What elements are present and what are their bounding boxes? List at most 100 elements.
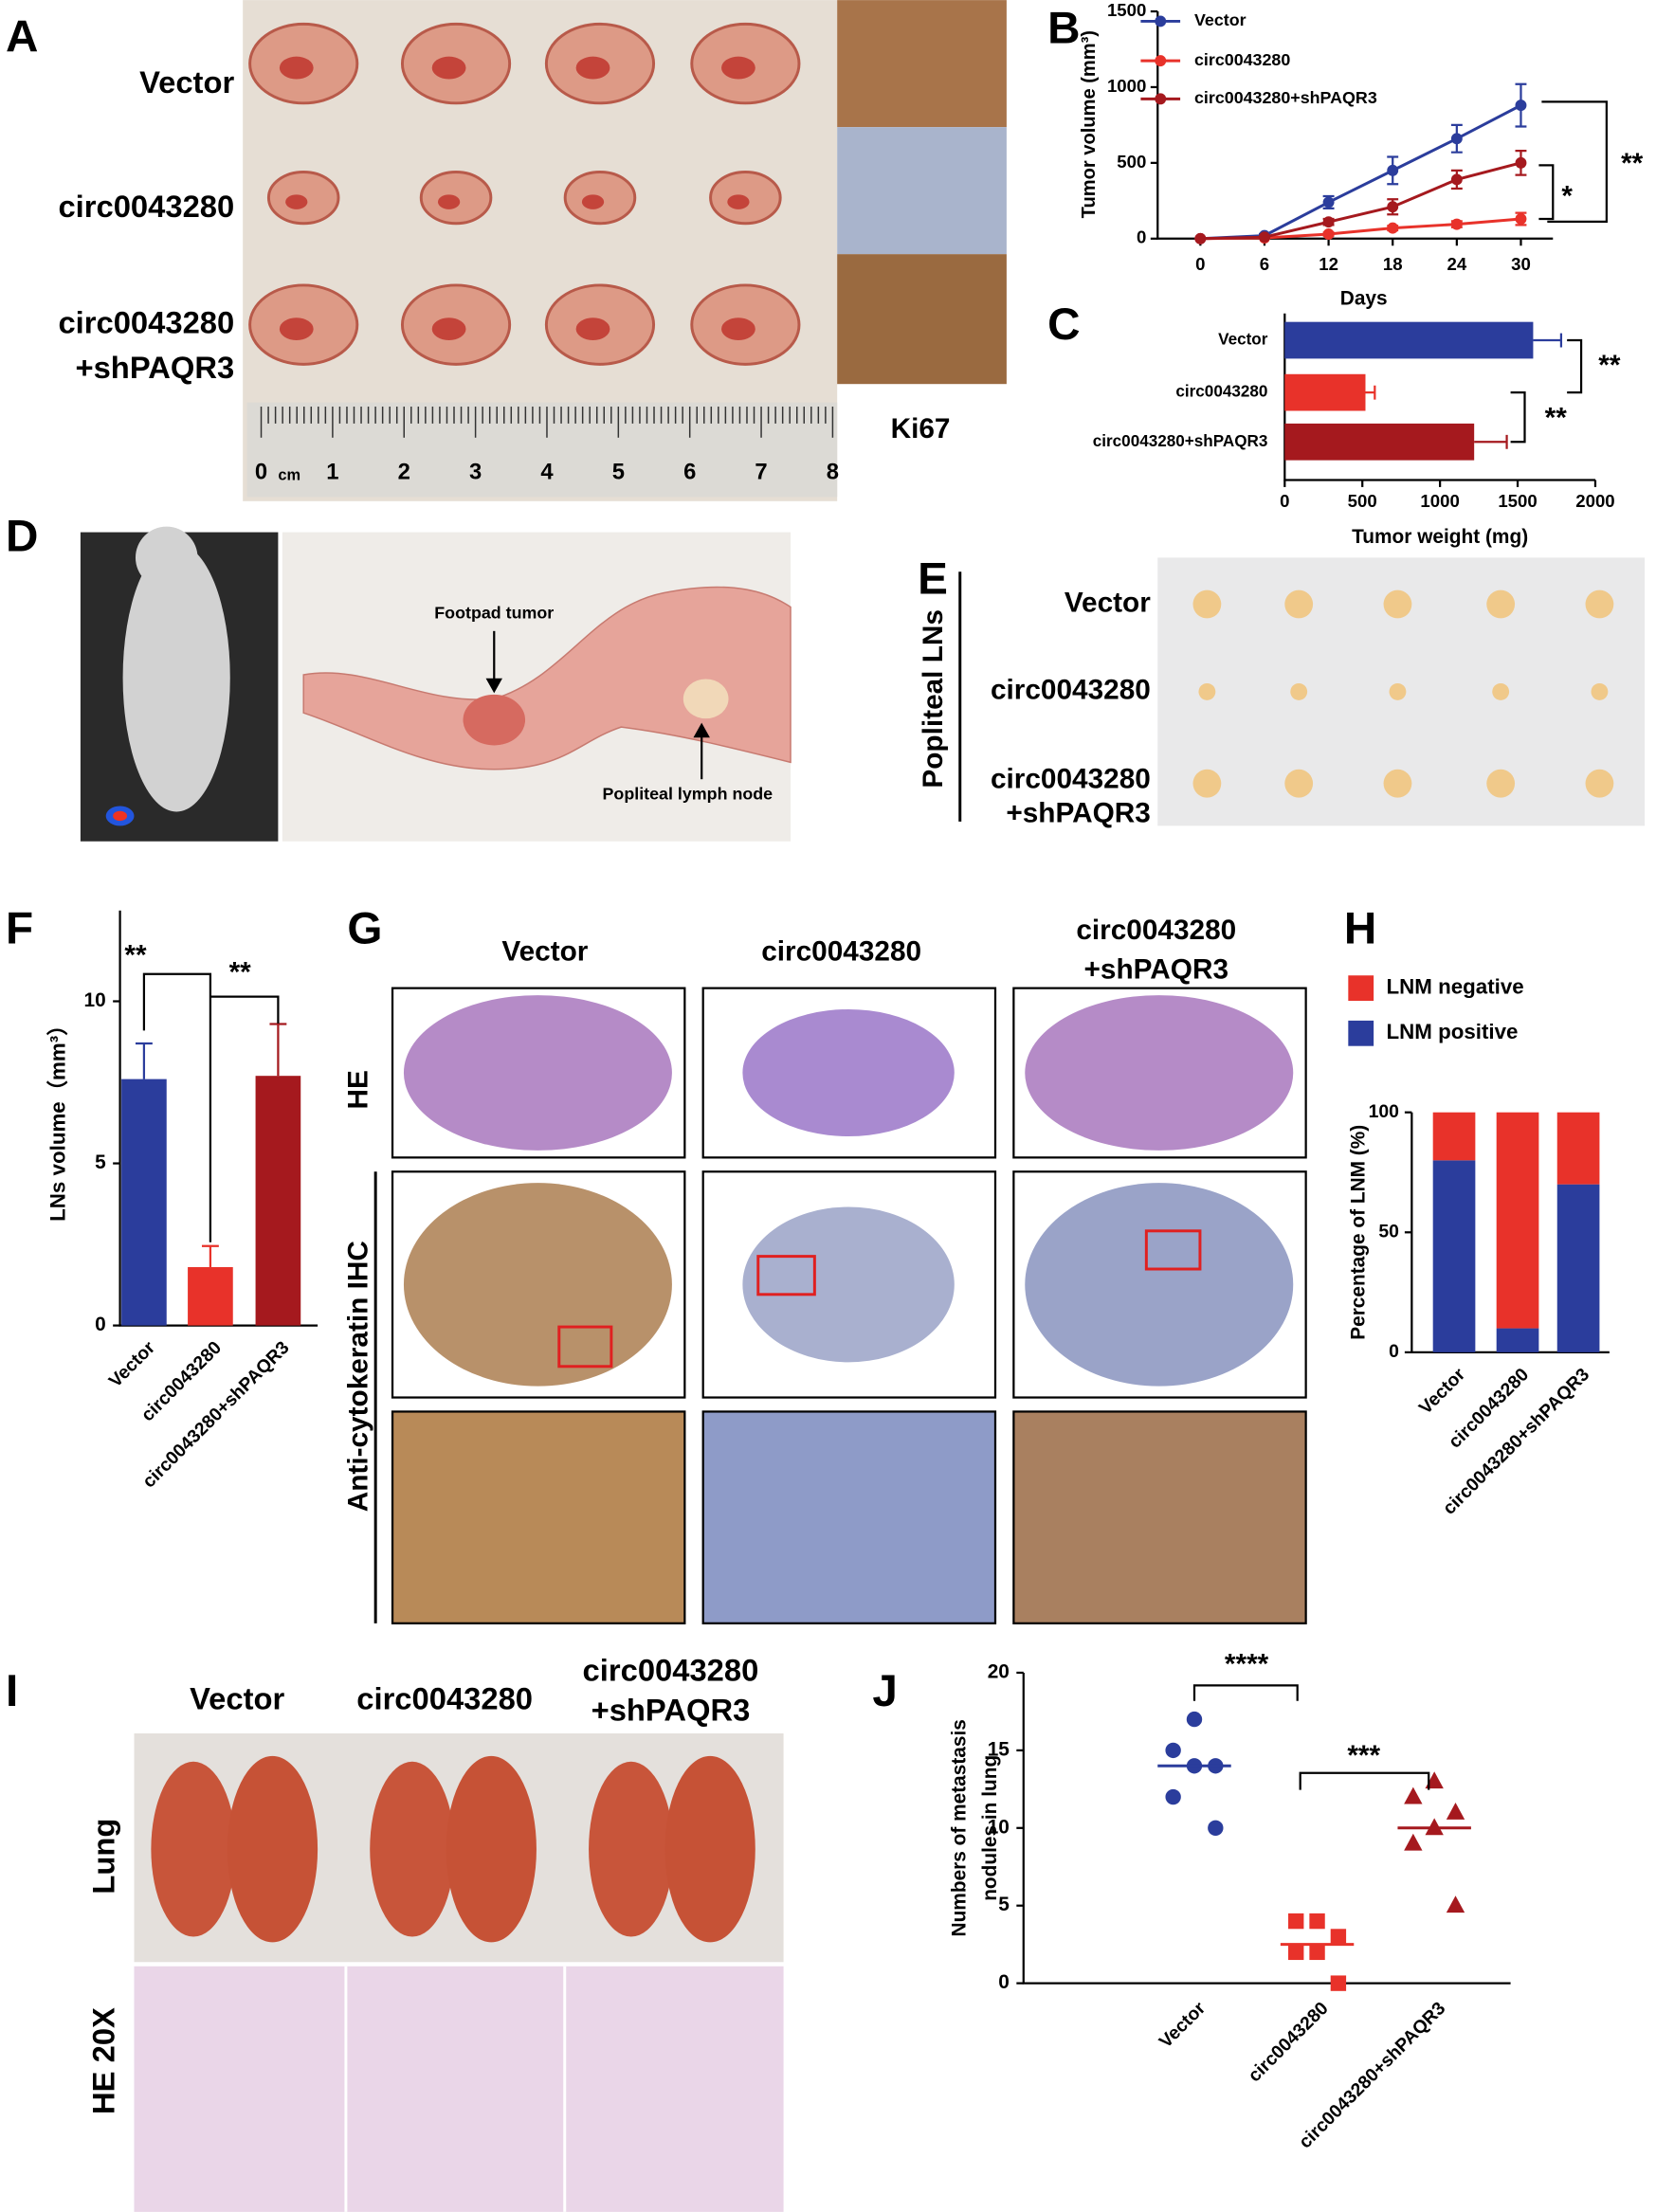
- y-tick-label: 15: [988, 1738, 1010, 1760]
- tumor-spot: [575, 317, 610, 341]
- y-axis-label: Percentage of LNM (%): [1348, 1125, 1370, 1340]
- significance: ***: [1347, 1740, 1380, 1771]
- row-label: circ0043280: [991, 764, 1151, 795]
- zoom-tile: [701, 1410, 997, 1624]
- panel-letter: H: [1344, 904, 1376, 954]
- x-tick-label: 18: [1383, 254, 1403, 274]
- y-axis-label: Tumor volume (mm³): [1079, 30, 1100, 218]
- bar-segment: [1496, 1112, 1539, 1329]
- significance: **: [1545, 402, 1568, 433]
- point: [1515, 213, 1527, 225]
- sig-bracket: [209, 995, 280, 1024]
- point: [1387, 201, 1399, 213]
- x-axis-label: Tumor weight (mg): [1352, 526, 1528, 548]
- lymph-node: [1486, 589, 1516, 619]
- bar-segment: [1432, 1160, 1476, 1352]
- legend-marker: [1155, 93, 1167, 105]
- category-label: circ0043280: [1244, 1998, 1332, 2086]
- bar: [1284, 423, 1475, 461]
- bar-segment: [1432, 1112, 1476, 1161]
- lymph-node: [1383, 589, 1412, 619]
- arrow-head: [485, 678, 502, 694]
- point: [1387, 164, 1399, 176]
- point: [1515, 100, 1527, 112]
- ihc-tissue: [403, 1183, 672, 1387]
- row-label: Vector: [1065, 587, 1151, 618]
- error-bar: [1533, 333, 1563, 348]
- point: [1446, 1895, 1465, 1913]
- y-tick-label: 0: [1137, 227, 1146, 247]
- ruler-label: 2: [398, 459, 410, 484]
- panel-letter: G: [347, 904, 382, 954]
- lymph-node: [1284, 589, 1314, 619]
- ki67-tile: [837, 0, 1007, 128]
- zoom-tile: [391, 1410, 686, 1624]
- point: [1165, 1788, 1181, 1805]
- row-label: +shPAQR3: [1006, 797, 1150, 828]
- lung: [446, 1755, 537, 1943]
- point: [1322, 196, 1335, 209]
- error-bar: [201, 1244, 219, 1268]
- lymph-node: [1492, 682, 1510, 700]
- lymph-node: [1389, 682, 1407, 700]
- lung: [664, 1755, 755, 1943]
- ki67-tile: [837, 127, 1007, 255]
- lymph-node: [1383, 769, 1412, 798]
- panel-letter: C: [1047, 299, 1080, 350]
- lung: [370, 1761, 455, 1937]
- bar: [121, 1079, 167, 1326]
- panel-title: Popliteal LNs: [918, 609, 949, 789]
- he-tissue: [1025, 995, 1294, 1151]
- tumor-spot: [285, 194, 308, 209]
- x-tick-label: 0: [1195, 254, 1205, 274]
- bar: [188, 1267, 233, 1326]
- legend-marker: [1155, 55, 1167, 67]
- y-tick-label: 5: [95, 1151, 106, 1173]
- point: [1165, 1742, 1181, 1759]
- significance: **: [229, 957, 252, 988]
- lymph-node: [1585, 589, 1614, 619]
- y-tick-label: 1000: [1107, 76, 1146, 96]
- tumor-spot: [279, 317, 314, 341]
- legend-label: Vector: [1194, 10, 1247, 29]
- y-tick-label: 500: [1117, 152, 1146, 172]
- column-label: Vector: [501, 935, 588, 967]
- point: [1450, 173, 1463, 186]
- line: [1200, 161, 1521, 241]
- y-tick-label: 20: [988, 1660, 1010, 1682]
- signal-core: [113, 810, 128, 822]
- point: [1309, 1944, 1325, 1961]
- point: [1309, 1913, 1325, 1930]
- x-tick-label: 30: [1511, 254, 1531, 274]
- panel-letter: J: [872, 1666, 898, 1716]
- ruler-label: 4: [540, 459, 554, 484]
- tumor-spot: [581, 194, 605, 209]
- point: [1387, 222, 1399, 234]
- sig-bracket: [142, 972, 212, 1242]
- legend-swatch: [1348, 975, 1374, 1002]
- row-label: Vector: [139, 64, 234, 100]
- point: [1259, 231, 1270, 244]
- ruler-label: 6: [683, 459, 696, 484]
- lymph-node: [1585, 769, 1614, 798]
- legend-label: circ0043280+shPAQR3: [1194, 88, 1377, 107]
- lung: [589, 1761, 674, 1937]
- ruler-label: 8: [827, 459, 839, 484]
- y-axis-label: nodules in lung: [979, 1755, 1001, 1901]
- column-label: circ0043280: [1076, 915, 1236, 946]
- arrow-head: [693, 722, 710, 738]
- x-tick-label: 1000: [1420, 491, 1459, 511]
- x-tick-label: 12: [1319, 254, 1338, 274]
- y-tick-label: 0: [998, 1971, 1010, 1993]
- bar: [1284, 373, 1366, 411]
- tumor-spot: [437, 194, 461, 209]
- column-label: circ0043280: [356, 1680, 533, 1715]
- significance: **: [124, 940, 147, 971]
- point: [1322, 216, 1335, 228]
- legend-label: LNM negative: [1387, 975, 1524, 999]
- histology: [134, 1966, 784, 2212]
- column-label: +shPAQR3: [1084, 954, 1228, 986]
- footpad-tumor: [463, 694, 526, 746]
- ihc-tissue: [1025, 1183, 1294, 1387]
